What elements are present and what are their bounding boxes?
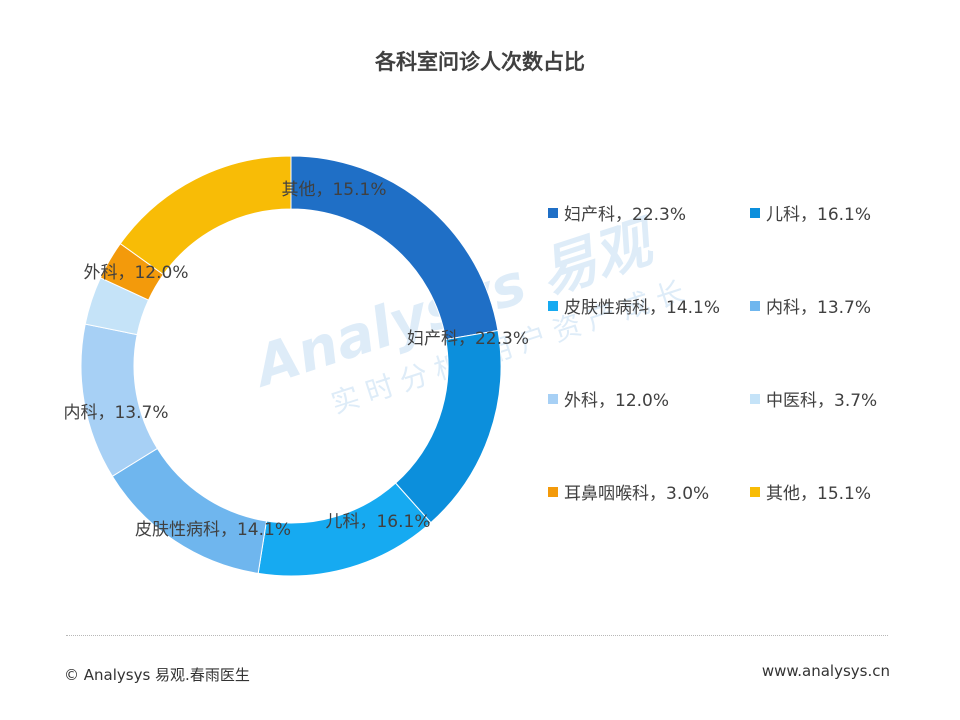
legend-label: 皮肤性病科，14.1%	[564, 298, 721, 318]
slice-data-label: 儿科，16.1%	[325, 512, 430, 532]
legend-label: 中医科，3.7%	[766, 391, 878, 411]
slice-data-label: 妇产科，22.3%	[407, 329, 529, 349]
legend-swatch	[750, 393, 760, 404]
legend-item: 妇产科，22.3%	[548, 200, 686, 225]
legend-item: 内科，13.7%	[750, 293, 871, 318]
footer-copyright: © Analysys 易观.春雨医生	[64, 666, 250, 684]
legend-label: 妇产科，22.3%	[564, 205, 687, 225]
legend-label: 内科，13.7%	[766, 298, 872, 318]
donut-slice	[394, 329, 502, 524]
legend-label: 耳鼻咽喉科，3.0%	[564, 484, 710, 504]
legend-item: 外科，12.0%	[548, 386, 669, 411]
donut-slice	[111, 447, 268, 574]
legend-label: 儿科，16.1%	[766, 205, 872, 225]
legend-swatch	[548, 207, 558, 218]
chart-title: 各科室问诊人次数占比	[375, 50, 585, 74]
legend-item: 其他，15.1%	[750, 479, 871, 504]
slice-data-label: 其他，15.1%	[281, 180, 386, 200]
legend-item: 皮肤性病科，14.1%	[548, 293, 720, 318]
slice-data-label: 内科，13.7%	[63, 403, 168, 423]
donut-slice	[119, 155, 292, 276]
legend-swatch	[548, 393, 558, 404]
donut-slice	[80, 323, 159, 477]
footer-divider	[66, 635, 888, 636]
legend-item: 耳鼻咽喉科，3.0%	[548, 479, 709, 504]
legend-swatch	[750, 486, 760, 497]
legend-swatch	[750, 207, 760, 218]
slice-data-label: 皮肤性病科，14.1%	[135, 520, 291, 540]
legend-label: 外科，12.0%	[564, 391, 670, 411]
slice-data-label: 外科，12.0%	[83, 263, 188, 283]
legend-item: 中医科，3.7%	[750, 386, 877, 411]
footer-website[interactable]: www.analysys.cn	[761, 662, 890, 680]
legend-swatch	[548, 300, 558, 311]
legend-swatch	[548, 486, 558, 497]
legend-item: 儿科，16.1%	[750, 200, 871, 225]
legend-label: 其他，15.1%	[766, 484, 872, 504]
legend-swatch	[750, 300, 760, 311]
